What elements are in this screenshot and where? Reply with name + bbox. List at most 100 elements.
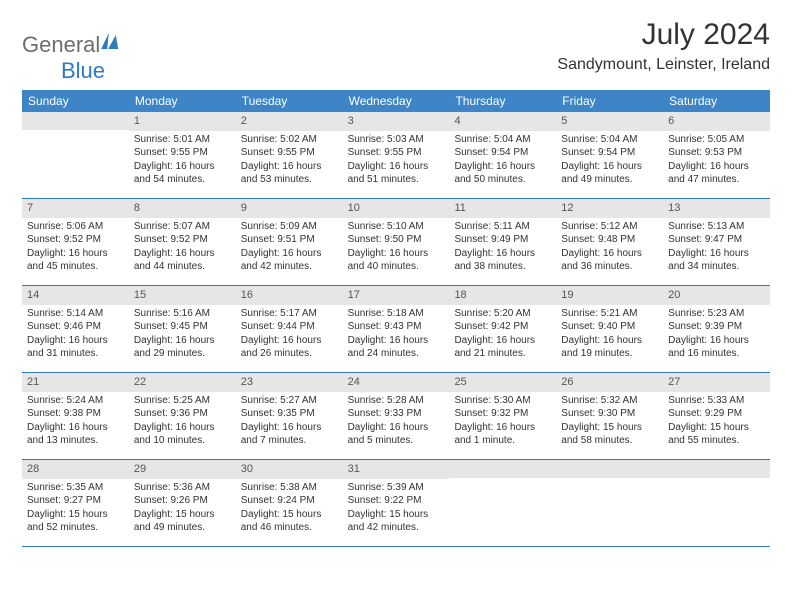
- day-details: Sunrise: 5:20 AMSunset: 9:42 PMDaylight:…: [449, 305, 556, 365]
- calendar-row: 14Sunrise: 5:14 AMSunset: 9:46 PMDayligh…: [22, 286, 770, 373]
- sunrise-text: Sunrise: 5:04 AM: [454, 133, 551, 147]
- daylight-text: Daylight: 16 hours and 29 minutes.: [134, 334, 231, 361]
- day-number: 14: [22, 286, 129, 305]
- calendar-cell: 18Sunrise: 5:20 AMSunset: 9:42 PMDayligh…: [449, 286, 556, 372]
- day-number: 24: [343, 373, 450, 392]
- sunrise-text: Sunrise: 5:14 AM: [27, 307, 124, 321]
- sunrise-text: Sunrise: 5:10 AM: [348, 220, 445, 234]
- brand-part2: Blue: [61, 58, 105, 83]
- calendar-cell: 11Sunrise: 5:11 AMSunset: 9:49 PMDayligh…: [449, 199, 556, 285]
- sunrise-text: Sunrise: 5:36 AM: [134, 481, 231, 495]
- sunset-text: Sunset: 9:47 PM: [668, 233, 765, 247]
- day-details: Sunrise: 5:38 AMSunset: 9:24 PMDaylight:…: [236, 479, 343, 539]
- day-number: [449, 460, 556, 478]
- day-details: Sunrise: 5:32 AMSunset: 9:30 PMDaylight:…: [556, 392, 663, 452]
- sunrise-text: Sunrise: 5:06 AM: [27, 220, 124, 234]
- calendar-cell: [556, 460, 663, 546]
- sunset-text: Sunset: 9:52 PM: [27, 233, 124, 247]
- day-number: 26: [556, 373, 663, 392]
- calendar-cell: 2Sunrise: 5:02 AMSunset: 9:55 PMDaylight…: [236, 112, 343, 198]
- sunrise-text: Sunrise: 5:32 AM: [561, 394, 658, 408]
- sunrise-text: Sunrise: 5:13 AM: [668, 220, 765, 234]
- day-details: Sunrise: 5:21 AMSunset: 9:40 PMDaylight:…: [556, 305, 663, 365]
- day-number: 15: [129, 286, 236, 305]
- day-number: 22: [129, 373, 236, 392]
- day-number: [22, 112, 129, 130]
- calendar-cell: 14Sunrise: 5:14 AMSunset: 9:46 PMDayligh…: [22, 286, 129, 372]
- day-details: Sunrise: 5:13 AMSunset: 9:47 PMDaylight:…: [663, 218, 770, 278]
- day-number: 11: [449, 199, 556, 218]
- calendar-cell: 25Sunrise: 5:30 AMSunset: 9:32 PMDayligh…: [449, 373, 556, 459]
- day-details: Sunrise: 5:17 AMSunset: 9:44 PMDaylight:…: [236, 305, 343, 365]
- day-details: Sunrise: 5:01 AMSunset: 9:55 PMDaylight:…: [129, 131, 236, 191]
- calendar-cell: [22, 112, 129, 198]
- day-number: 20: [663, 286, 770, 305]
- sunrise-text: Sunrise: 5:21 AM: [561, 307, 658, 321]
- sunrise-text: Sunrise: 5:16 AM: [134, 307, 231, 321]
- calendar-cell: 22Sunrise: 5:25 AMSunset: 9:36 PMDayligh…: [129, 373, 236, 459]
- sunset-text: Sunset: 9:24 PM: [241, 494, 338, 508]
- day-details: Sunrise: 5:10 AMSunset: 9:50 PMDaylight:…: [343, 218, 450, 278]
- sunset-text: Sunset: 9:30 PM: [561, 407, 658, 421]
- sunset-text: Sunset: 9:33 PM: [348, 407, 445, 421]
- daylight-text: Daylight: 16 hours and 38 minutes.: [454, 247, 551, 274]
- calendar-cell: 12Sunrise: 5:12 AMSunset: 9:48 PMDayligh…: [556, 199, 663, 285]
- sunset-text: Sunset: 9:42 PM: [454, 320, 551, 334]
- day-number: 5: [556, 112, 663, 131]
- sunrise-text: Sunrise: 5:11 AM: [454, 220, 551, 234]
- day-number: 8: [129, 199, 236, 218]
- sunrise-text: Sunrise: 5:39 AM: [348, 481, 445, 495]
- day-details: Sunrise: 5:14 AMSunset: 9:46 PMDaylight:…: [22, 305, 129, 365]
- daylight-text: Daylight: 15 hours and 42 minutes.: [348, 508, 445, 535]
- day-details: Sunrise: 5:39 AMSunset: 9:22 PMDaylight:…: [343, 479, 450, 539]
- month-title: July 2024: [557, 18, 770, 52]
- daylight-text: Daylight: 16 hours and 36 minutes.: [561, 247, 658, 274]
- weekday-header-row: Sunday Monday Tuesday Wednesday Thursday…: [22, 90, 770, 112]
- sunrise-text: Sunrise: 5:17 AM: [241, 307, 338, 321]
- calendar-cell: 24Sunrise: 5:28 AMSunset: 9:33 PMDayligh…: [343, 373, 450, 459]
- sunset-text: Sunset: 9:36 PM: [134, 407, 231, 421]
- day-details: Sunrise: 5:23 AMSunset: 9:39 PMDaylight:…: [663, 305, 770, 365]
- calendar-row: 21Sunrise: 5:24 AMSunset: 9:38 PMDayligh…: [22, 373, 770, 460]
- day-details: Sunrise: 5:36 AMSunset: 9:26 PMDaylight:…: [129, 479, 236, 539]
- sunset-text: Sunset: 9:53 PM: [668, 146, 765, 160]
- weekday-header: Sunday: [22, 90, 129, 112]
- sunrise-text: Sunrise: 5:25 AM: [134, 394, 231, 408]
- weekday-header: Thursday: [449, 90, 556, 112]
- sunset-text: Sunset: 9:54 PM: [454, 146, 551, 160]
- calendar-cell: 30Sunrise: 5:38 AMSunset: 9:24 PMDayligh…: [236, 460, 343, 546]
- sunset-text: Sunset: 9:52 PM: [134, 233, 231, 247]
- calendar-cell: 15Sunrise: 5:16 AMSunset: 9:45 PMDayligh…: [129, 286, 236, 372]
- day-number: 27: [663, 373, 770, 392]
- sunrise-text: Sunrise: 5:04 AM: [561, 133, 658, 147]
- day-details: Sunrise: 5:28 AMSunset: 9:33 PMDaylight:…: [343, 392, 450, 452]
- daylight-text: Daylight: 16 hours and 44 minutes.: [134, 247, 231, 274]
- sunset-text: Sunset: 9:27 PM: [27, 494, 124, 508]
- calendar-cell: 23Sunrise: 5:27 AMSunset: 9:35 PMDayligh…: [236, 373, 343, 459]
- calendar-cell: 9Sunrise: 5:09 AMSunset: 9:51 PMDaylight…: [236, 199, 343, 285]
- day-number: 1: [129, 112, 236, 131]
- day-number: 16: [236, 286, 343, 305]
- sunrise-text: Sunrise: 5:18 AM: [348, 307, 445, 321]
- day-number: [556, 460, 663, 478]
- daylight-text: Daylight: 15 hours and 46 minutes.: [241, 508, 338, 535]
- calendar-body: 1Sunrise: 5:01 AMSunset: 9:55 PMDaylight…: [22, 112, 770, 547]
- daylight-text: Daylight: 16 hours and 13 minutes.: [27, 421, 124, 448]
- daylight-text: Daylight: 16 hours and 49 minutes.: [561, 160, 658, 187]
- sunrise-text: Sunrise: 5:30 AM: [454, 394, 551, 408]
- sunrise-text: Sunrise: 5:05 AM: [668, 133, 765, 147]
- day-details: Sunrise: 5:03 AMSunset: 9:55 PMDaylight:…: [343, 131, 450, 191]
- day-details: Sunrise: 5:05 AMSunset: 9:53 PMDaylight:…: [663, 131, 770, 191]
- sunset-text: Sunset: 9:26 PM: [134, 494, 231, 508]
- sunrise-text: Sunrise: 5:33 AM: [668, 394, 765, 408]
- day-details: Sunrise: 5:02 AMSunset: 9:55 PMDaylight:…: [236, 131, 343, 191]
- brand-logo: General: [22, 32, 118, 58]
- day-details: Sunrise: 5:24 AMSunset: 9:38 PMDaylight:…: [22, 392, 129, 452]
- sunrise-text: Sunrise: 5:38 AM: [241, 481, 338, 495]
- weekday-header: Tuesday: [236, 90, 343, 112]
- daylight-text: Daylight: 16 hours and 19 minutes.: [561, 334, 658, 361]
- day-details: Sunrise: 5:07 AMSunset: 9:52 PMDaylight:…: [129, 218, 236, 278]
- daylight-text: Daylight: 16 hours and 34 minutes.: [668, 247, 765, 274]
- calendar-page: General July 2024 Sandymount, Leinster, …: [0, 0, 792, 565]
- sunrise-text: Sunrise: 5:28 AM: [348, 394, 445, 408]
